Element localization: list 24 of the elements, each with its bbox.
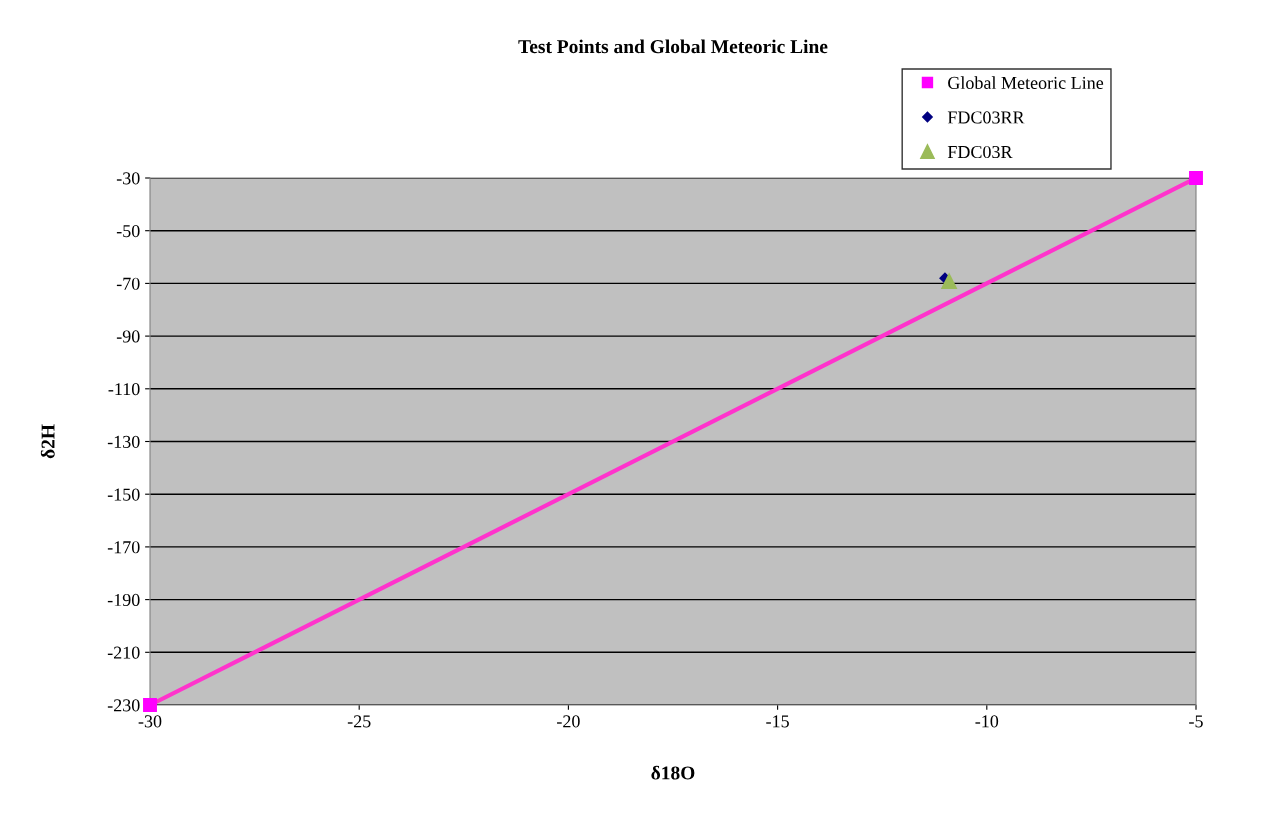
y-tick-label: -90 bbox=[116, 330, 140, 343]
legend-label: FDC03R bbox=[947, 145, 1013, 159]
y-axis-title: δ2H bbox=[40, 424, 55, 459]
y-tick-label: -190 bbox=[107, 593, 140, 607]
x-tick-label: -15 bbox=[766, 715, 789, 728]
chart-title: Test Points and Global Meteoric Line bbox=[518, 39, 828, 54]
y-tick-label: -50 bbox=[116, 224, 140, 238]
x-tick-label: -5 bbox=[1189, 715, 1203, 728]
legend-label: Global Meteoric Line bbox=[948, 76, 1104, 89]
x-tick-label: -30 bbox=[138, 715, 162, 728]
legend-label: FDC03RR bbox=[947, 111, 1025, 124]
y-tick-label: -30 bbox=[116, 172, 140, 185]
y-tick-label: -150 bbox=[107, 488, 140, 501]
x-tick-label: -25 bbox=[347, 715, 371, 728]
x-tick-label: -20 bbox=[557, 715, 580, 728]
y-tick-label: -110 bbox=[108, 383, 140, 396]
y-tick-label: -210 bbox=[107, 646, 140, 659]
y-tick-label: -230 bbox=[107, 699, 140, 712]
y-tick-label: -170 bbox=[107, 541, 140, 554]
x-axis-title: δ18O bbox=[651, 765, 695, 780]
y-tick-label: -130 bbox=[107, 435, 140, 448]
point bbox=[940, 272, 958, 290]
x-tick-label: -10 bbox=[975, 715, 999, 728]
y-tick-label: -70 bbox=[116, 277, 140, 290]
